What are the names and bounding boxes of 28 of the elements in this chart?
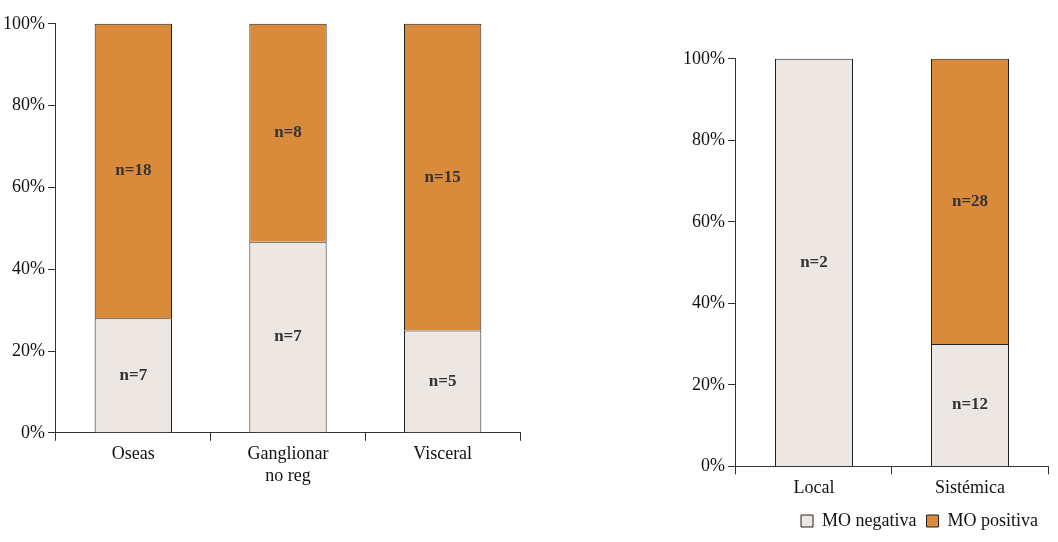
annotation: n=28: [951, 190, 989, 210]
y-tick-label: 20%: [691, 373, 725, 394]
x-tick-label: Local: [793, 476, 835, 497]
x-tick-label: Sistémica: [935, 476, 1005, 497]
annotation: n=8: [274, 122, 302, 142]
y-tick-label: 60%: [11, 176, 45, 197]
y-tick-label: 80%: [691, 129, 725, 150]
y-tick-label: 40%: [11, 257, 45, 278]
x-tick-label: Ganglionar no reg: [247, 443, 329, 485]
annotation: n=5: [428, 370, 457, 390]
annotation: n=7: [119, 364, 148, 384]
y-tick-label: 40%: [691, 292, 725, 313]
y-tick-label: 20%: [11, 339, 45, 360]
x-tick-label: Visceral: [413, 443, 473, 464]
annotation: n=7: [274, 326, 303, 346]
legend-label: MO negativa: [822, 509, 917, 530]
annotation: n=2: [800, 251, 828, 271]
y-tick-label: 0%: [700, 455, 725, 476]
y-tick-label: 80%: [11, 94, 45, 115]
x-tick-label: Oseas: [111, 443, 155, 464]
y-tick-label: 100%: [2, 12, 45, 33]
y-tick-label: 0%: [20, 421, 45, 442]
y-tick-label: 60%: [691, 210, 725, 231]
annotation: n=15: [424, 166, 461, 186]
legend-label: MO positiva: [947, 509, 1039, 530]
annotation: n=12: [951, 394, 989, 414]
annotation: n=18: [115, 160, 152, 180]
y-tick-label: 100%: [682, 47, 725, 68]
